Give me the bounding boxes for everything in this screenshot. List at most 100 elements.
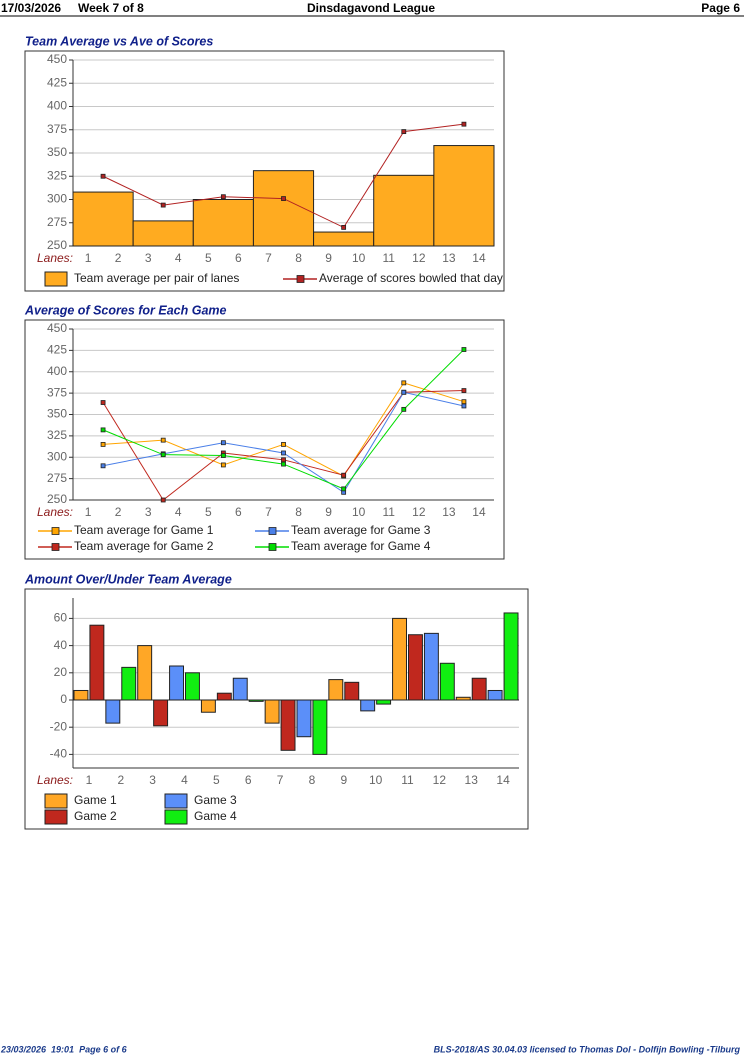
- bar: [137, 645, 153, 701]
- bar: [344, 681, 360, 701]
- y-tick-label: 350: [47, 407, 67, 421]
- header-week: Week 7 of 8: [78, 1, 144, 15]
- y-tick-label: 250: [47, 238, 67, 252]
- y-tick-label: 375: [47, 122, 67, 136]
- y-tick-label: 400: [47, 99, 67, 113]
- legend-label: Game 3: [194, 793, 237, 807]
- x-tick-label: 12: [412, 505, 426, 519]
- bar: [376, 699, 392, 705]
- legend-label: Team average for Game 3: [291, 523, 431, 537]
- x-axis-label: Lanes:: [37, 251, 73, 265]
- x-tick-label: 12: [433, 773, 447, 787]
- point: [160, 202, 166, 208]
- point: [220, 194, 226, 200]
- bar: [408, 634, 423, 701]
- x-tick-label: 4: [181, 773, 188, 787]
- x-tick-label: 6: [235, 251, 242, 265]
- x-tick-label: 4: [175, 505, 182, 519]
- legend-label: Team average for Game 2: [74, 539, 214, 553]
- footer-printed: 23/03/2026 19:01 Page 6 of 6: [0, 1044, 128, 1054]
- point: [281, 450, 286, 456]
- point: [100, 442, 106, 447]
- point: [461, 347, 467, 352]
- x-tick-label: 13: [442, 251, 456, 265]
- bar: [503, 612, 519, 701]
- y-tick-label: 60: [54, 611, 68, 625]
- chart-frame: [24, 588, 529, 830]
- x-tick-label: 1: [85, 505, 92, 519]
- point: [341, 224, 347, 230]
- point: [220, 462, 226, 468]
- x-axis-label: Lanes:: [37, 773, 73, 787]
- x-tick-label: 11: [383, 505, 396, 519]
- x-tick-label: 7: [265, 251, 272, 265]
- point: [461, 403, 467, 409]
- y-tick-label: 300: [47, 449, 67, 463]
- x-tick-label: 3: [145, 505, 152, 519]
- bar: [185, 672, 200, 701]
- y-tick-label: 0: [60, 692, 67, 706]
- bar: [132, 220, 194, 247]
- x-tick-label: 14: [472, 505, 486, 519]
- x-tick-label: 9: [340, 773, 347, 787]
- y-tick-label: 400: [47, 364, 67, 378]
- y-tick-label: 20: [54, 665, 68, 679]
- chart-title: Average of Scores for Each Game: [24, 303, 227, 317]
- point: [281, 196, 286, 201]
- x-tick-label: 4: [175, 251, 182, 265]
- bar: [280, 699, 296, 751]
- x-tick-label: 9: [325, 251, 332, 265]
- bar: [121, 666, 137, 701]
- chart-title: Amount Over/Under Team Average: [24, 572, 232, 586]
- legend-swatch: [44, 809, 68, 825]
- legend-swatch: [44, 793, 68, 809]
- bar: [264, 699, 280, 724]
- bar: [433, 145, 495, 247]
- bar: [105, 699, 121, 724]
- legend-swatch: [44, 271, 68, 287]
- x-tick-label: 11: [383, 251, 396, 265]
- x-tick-label: 11: [401, 773, 414, 787]
- bar: [153, 699, 169, 727]
- x-tick-label: 10: [352, 505, 366, 519]
- y-tick-label: 40: [54, 638, 68, 652]
- x-tick-label: 7: [265, 505, 272, 519]
- point: [401, 389, 407, 395]
- x-tick-label: 1: [85, 251, 92, 265]
- bar: [487, 689, 503, 701]
- x-tick-label: 14: [472, 251, 486, 265]
- point: [461, 121, 467, 127]
- x-axis-label: Lanes:: [37, 505, 73, 519]
- x-tick-label: 10: [352, 251, 366, 265]
- legend-label: Game 1: [74, 793, 117, 807]
- bar: [439, 662, 455, 701]
- header-page: Page 6: [701, 1, 740, 15]
- chart-frame: [24, 319, 505, 560]
- bar: [216, 692, 232, 701]
- point: [461, 388, 467, 393]
- y-tick-label: 325: [47, 428, 67, 442]
- bar: [423, 632, 439, 701]
- y-tick-label: 275: [47, 471, 67, 485]
- y-tick-label: -40: [50, 747, 68, 761]
- y-tick-label: 275: [47, 215, 67, 229]
- bar: [328, 679, 344, 701]
- point: [401, 406, 407, 412]
- y-tick-label: 375: [47, 385, 67, 399]
- x-tick-label: 1: [86, 773, 93, 787]
- chart-frame: [24, 50, 505, 292]
- bar: [392, 617, 408, 701]
- header-league: Dinsdagavond League: [307, 1, 435, 15]
- x-tick-label: 5: [205, 251, 212, 265]
- bar: [360, 699, 376, 712]
- y-tick-label: 300: [47, 192, 67, 206]
- y-tick-label: 350: [47, 145, 67, 159]
- x-tick-label: 3: [145, 251, 152, 265]
- bar: [73, 689, 89, 701]
- y-tick-label: 425: [47, 343, 67, 357]
- point: [401, 380, 407, 386]
- y-tick-label: 425: [47, 75, 67, 89]
- bar: [296, 699, 312, 738]
- x-tick-label: 10: [369, 773, 383, 787]
